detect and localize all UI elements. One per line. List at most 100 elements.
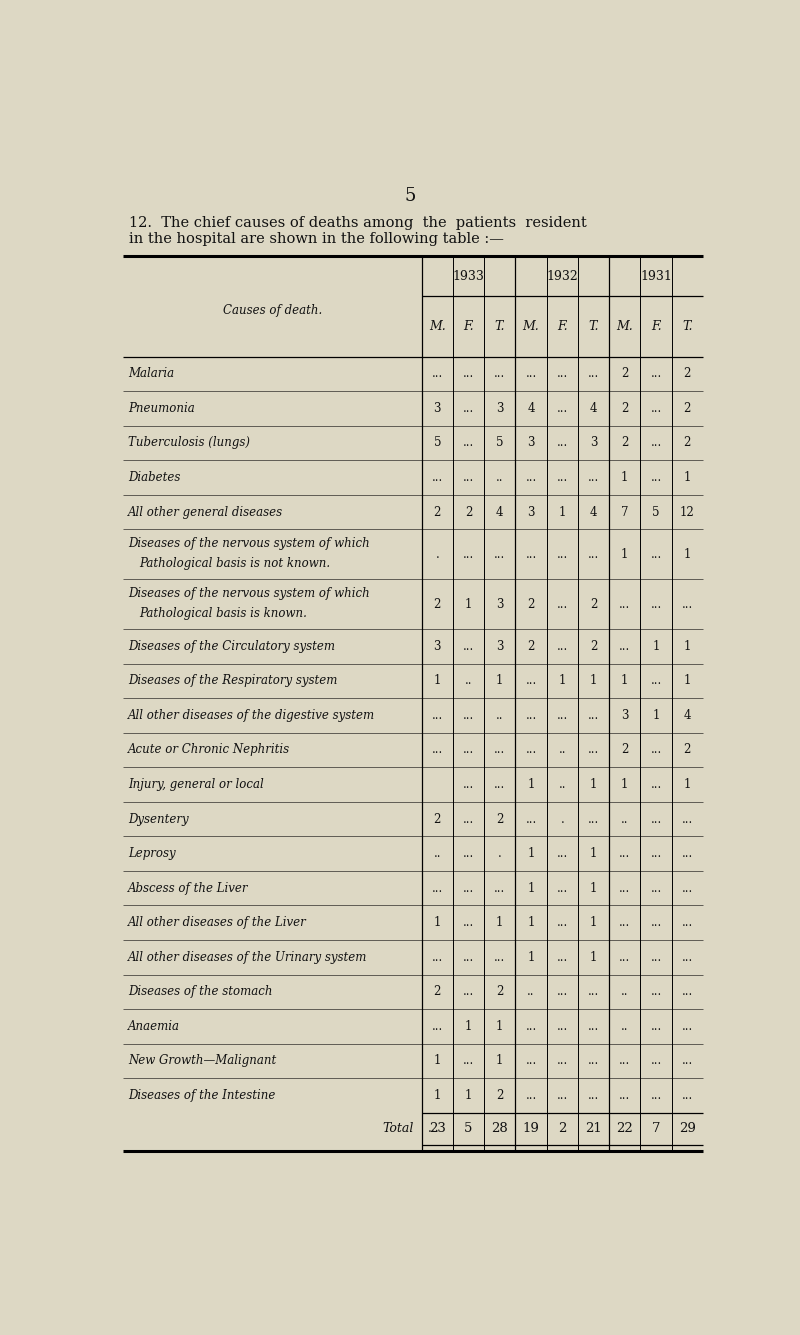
Text: ...: ... [494, 778, 506, 792]
Text: 2: 2 [621, 402, 629, 415]
Text: 29: 29 [679, 1123, 696, 1135]
Text: ...: ... [557, 848, 568, 860]
Text: 1: 1 [684, 778, 691, 792]
Text: 1: 1 [558, 506, 566, 518]
Text: ...: ... [463, 639, 474, 653]
Text: 2: 2 [527, 598, 534, 610]
Text: 1: 1 [465, 1089, 472, 1101]
Text: ...: ... [526, 813, 537, 825]
Text: Dysentery: Dysentery [128, 813, 189, 825]
Text: M.: M. [522, 320, 539, 332]
Text: 1: 1 [590, 848, 598, 860]
Text: 1: 1 [465, 1020, 472, 1033]
Text: ...: ... [650, 744, 662, 757]
Text: ...: ... [588, 744, 599, 757]
Text: ...: ... [526, 709, 537, 722]
Text: 1: 1 [652, 709, 660, 722]
Text: ...: ... [682, 1020, 693, 1033]
Text: ...: ... [588, 1055, 599, 1068]
Text: ...: ... [619, 598, 630, 610]
Text: 2: 2 [434, 598, 441, 610]
Text: 1: 1 [527, 881, 534, 894]
Text: 1932: 1932 [546, 270, 578, 283]
Text: 1: 1 [684, 674, 691, 688]
Text: ...: ... [557, 985, 568, 999]
Text: ..: .. [496, 709, 503, 722]
Text: 3: 3 [434, 402, 441, 415]
Text: 2: 2 [684, 367, 691, 380]
Text: 2: 2 [621, 367, 629, 380]
Text: ...: ... [557, 1089, 568, 1101]
Text: ...: ... [557, 1055, 568, 1068]
Text: ...: ... [463, 402, 474, 415]
Text: ...: ... [526, 547, 537, 561]
Text: 23: 23 [429, 1123, 446, 1135]
Text: ...: ... [682, 881, 693, 894]
Text: ...: ... [463, 744, 474, 757]
Text: 12.  The chief causes of deaths among  the  patients  resident: 12. The chief causes of deaths among the… [130, 216, 587, 231]
Text: 2: 2 [527, 639, 534, 653]
Text: 3: 3 [527, 506, 534, 518]
Text: ...: ... [526, 674, 537, 688]
Text: 1: 1 [496, 1020, 503, 1033]
Text: .: . [435, 547, 439, 561]
Text: ...: ... [463, 547, 474, 561]
Text: 1: 1 [590, 674, 598, 688]
Text: ...: ... [650, 1089, 662, 1101]
Text: 5: 5 [434, 437, 441, 450]
Text: ...: ... [432, 951, 443, 964]
Text: ...: ... [463, 951, 474, 964]
Text: 1: 1 [496, 1055, 503, 1068]
Text: ..: .. [527, 985, 534, 999]
Text: 3: 3 [590, 437, 598, 450]
Text: Leprosy: Leprosy [128, 848, 175, 860]
Text: Diseases of the nervous system of which: Diseases of the nervous system of which [128, 537, 370, 550]
Text: ...: ... [650, 951, 662, 964]
Text: 2: 2 [684, 744, 691, 757]
Text: ...: ... [650, 437, 662, 450]
Text: ...: ... [650, 881, 662, 894]
Text: ...: ... [588, 471, 599, 485]
Text: ...: ... [588, 547, 599, 561]
Text: 12: 12 [680, 506, 694, 518]
Text: ...: ... [588, 1020, 599, 1033]
Text: 2: 2 [465, 506, 472, 518]
Text: ...: ... [432, 881, 443, 894]
Text: ...: ... [650, 1055, 662, 1068]
Text: ..: .. [558, 744, 566, 757]
Text: ...: ... [619, 881, 630, 894]
Text: ...: ... [619, 848, 630, 860]
Text: 4: 4 [527, 402, 534, 415]
Text: ...: ... [557, 437, 568, 450]
Text: 1: 1 [621, 778, 629, 792]
Text: 1: 1 [527, 848, 534, 860]
Text: ...: ... [463, 848, 474, 860]
Text: ...: ... [494, 547, 506, 561]
Text: ...: ... [650, 1020, 662, 1033]
Text: Diseases of the Intestine: Diseases of the Intestine [128, 1089, 275, 1101]
Text: 22: 22 [617, 1123, 633, 1135]
Text: ...: ... [682, 813, 693, 825]
Text: Anaemia: Anaemia [128, 1020, 180, 1033]
Text: 1: 1 [527, 778, 534, 792]
Text: 4: 4 [496, 506, 503, 518]
Text: ...: ... [557, 367, 568, 380]
Text: ...: ... [432, 471, 443, 485]
Text: New Growth—Malignant: New Growth—Malignant [128, 1055, 276, 1068]
Text: 2: 2 [590, 639, 598, 653]
Text: 4: 4 [590, 402, 598, 415]
Text: ...: ... [650, 367, 662, 380]
Text: ...: ... [557, 471, 568, 485]
Text: 5: 5 [464, 1123, 473, 1135]
Text: Malaria: Malaria [128, 367, 174, 380]
Text: F.: F. [557, 320, 568, 332]
Text: ...: ... [432, 367, 443, 380]
Text: T.: T. [588, 320, 598, 332]
Text: 21: 21 [585, 1123, 602, 1135]
Text: ...: ... [682, 951, 693, 964]
Text: 2: 2 [621, 744, 629, 757]
Text: ...: ... [588, 1089, 599, 1101]
Text: 1: 1 [652, 639, 660, 653]
Text: 2: 2 [496, 1089, 503, 1101]
Text: ..: .. [465, 674, 472, 688]
